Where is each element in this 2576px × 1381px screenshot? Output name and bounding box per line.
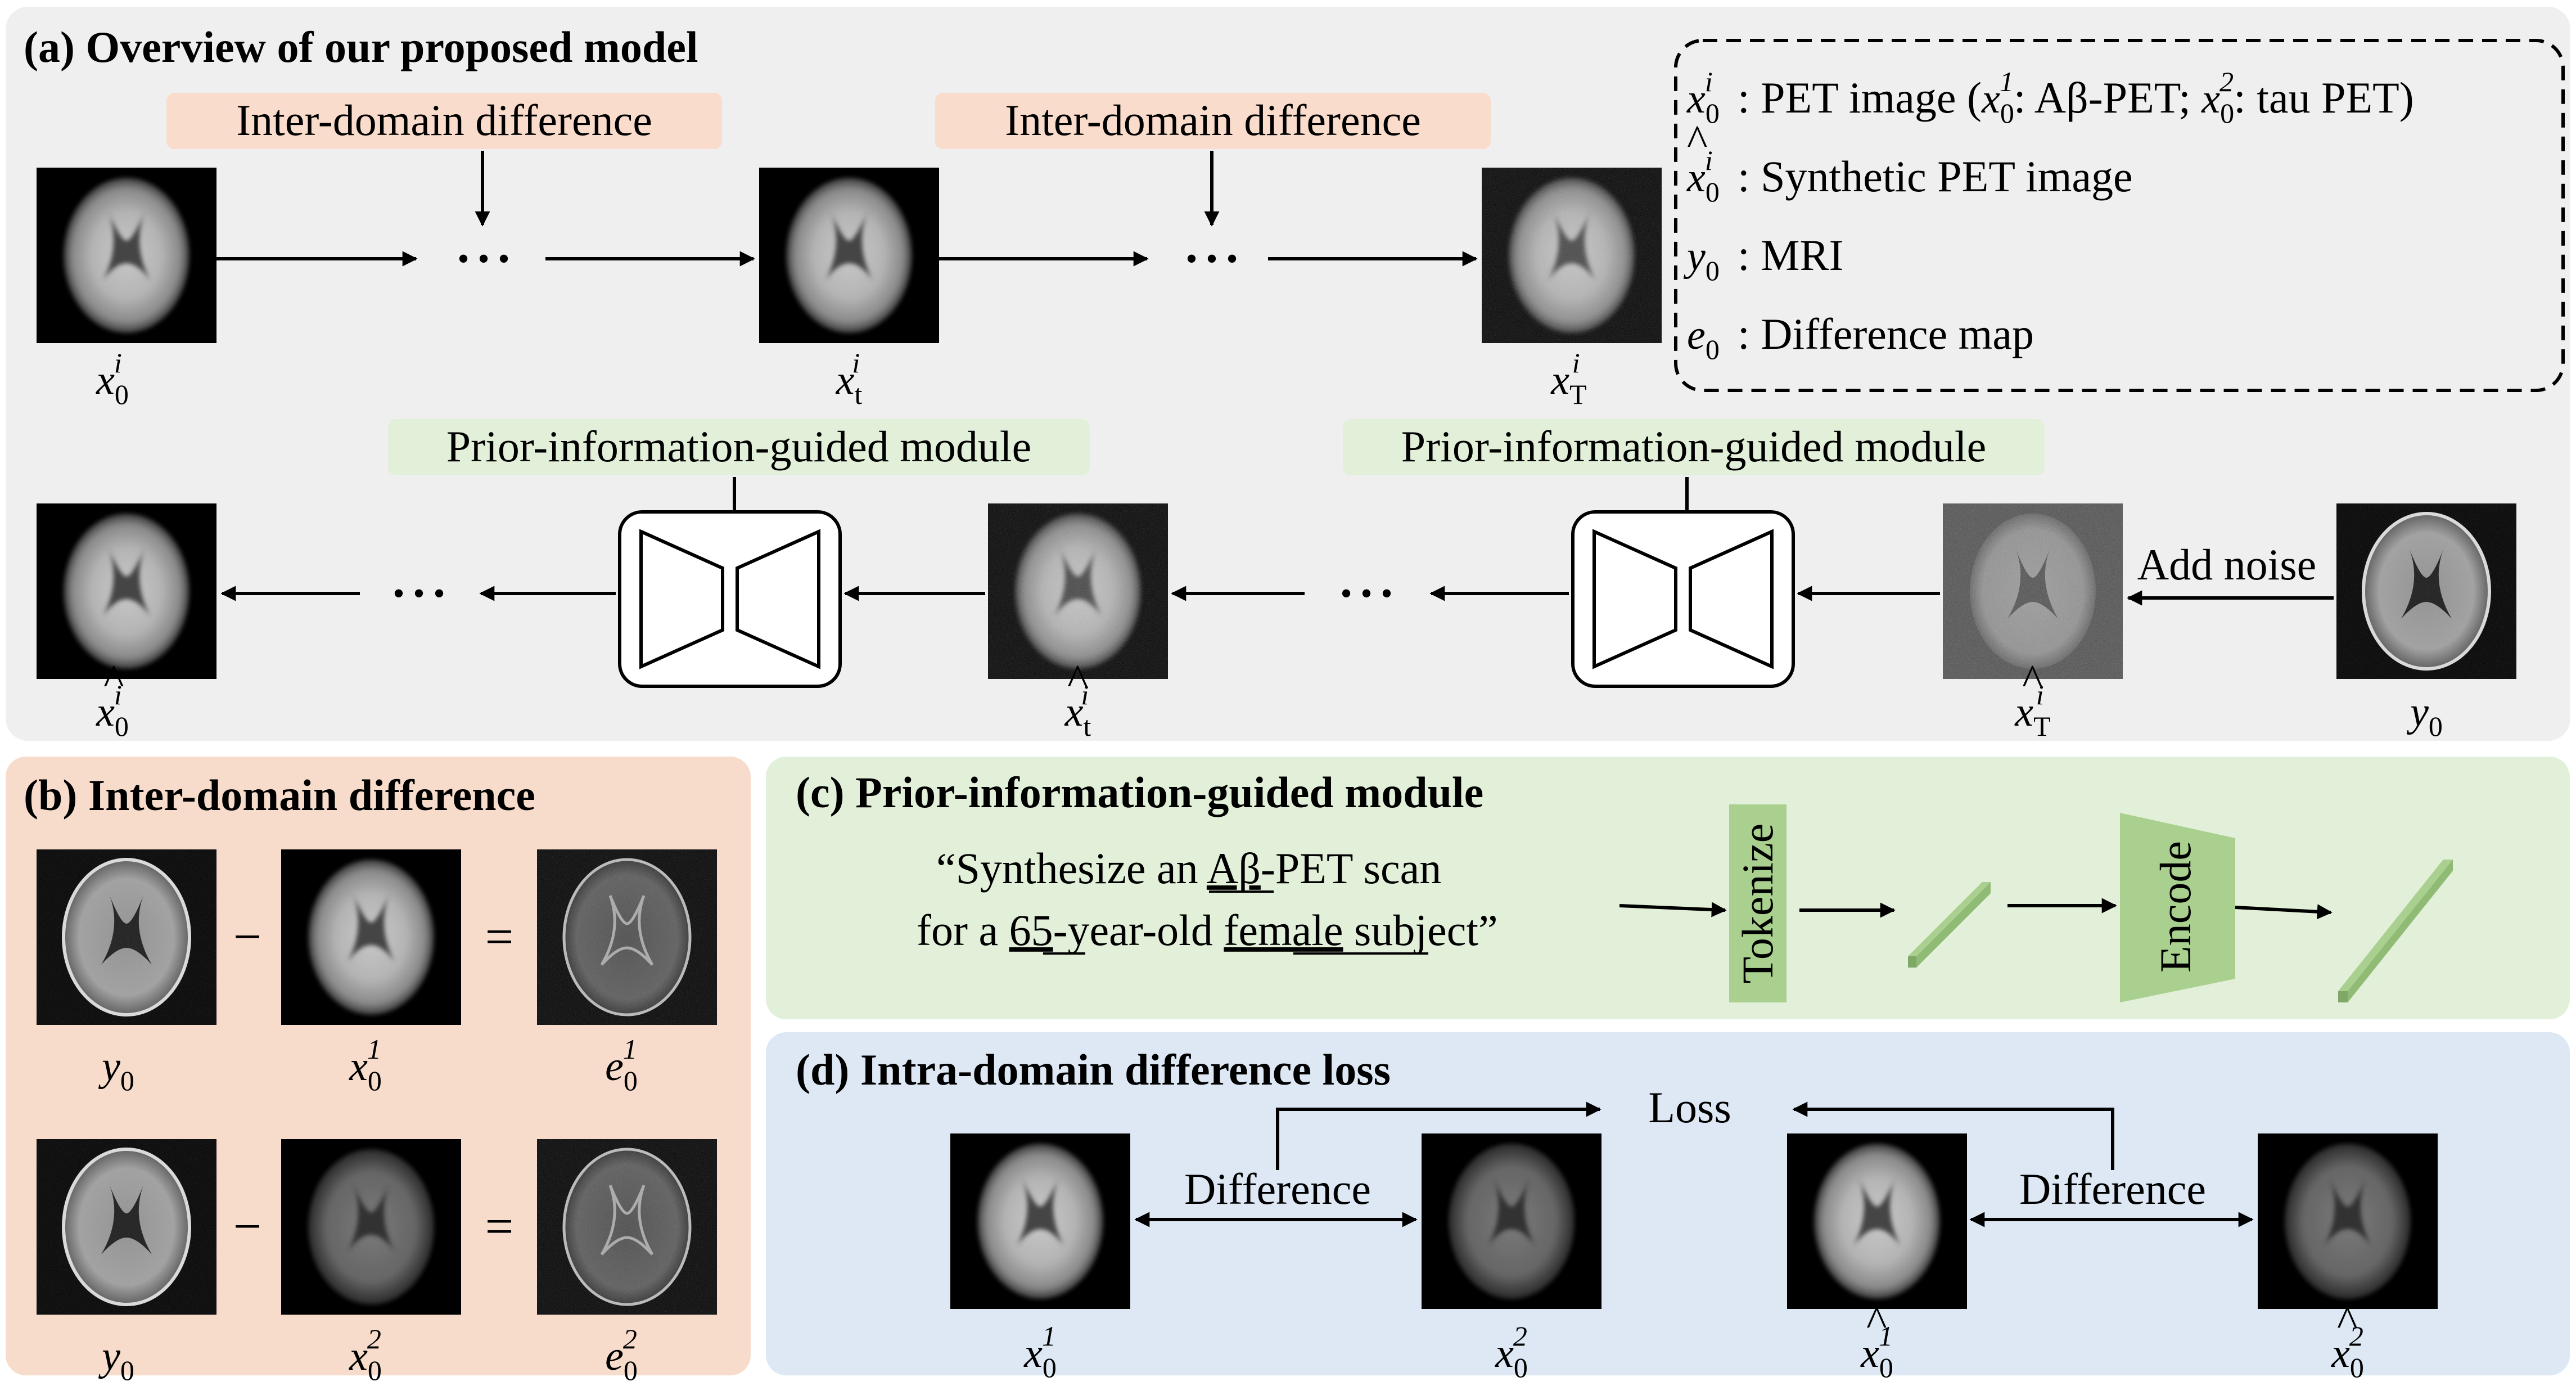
image-b-e02 xyxy=(537,1139,717,1315)
label-b-x02: x02 xyxy=(349,1323,382,1381)
label-b-e02: e02 xyxy=(605,1323,638,1381)
image-d-xhat02 xyxy=(2258,1133,2438,1309)
denoiser-network-1 xyxy=(618,510,842,688)
label-d-xhat02: ^ x02 xyxy=(2331,1297,2364,1381)
svg-text:^: ^ xyxy=(2022,655,2043,704)
arrow-to-loss-2 xyxy=(1792,1101,2114,1170)
legend-text-pet: : PET image (x01: Aβ-PET; x02: tau PET) xyxy=(1738,66,2414,129)
legend-entry-synthetic: x0i ^ : Synthetic PET image xyxy=(1686,116,2133,208)
panel-d-title: (d) Intra-domain difference loss xyxy=(796,1045,1391,1094)
label-xhatTi: ^ xTi xyxy=(2014,655,2050,742)
op-minus-1: − xyxy=(233,909,262,965)
label-b-y0-2: y0 xyxy=(98,1333,134,1381)
legend-sym-xhat0i: x0i xyxy=(1686,145,1720,208)
dots-rev-2: • • • xyxy=(393,575,445,612)
tokenize-block xyxy=(1729,804,1786,1002)
label-xTi: xTi xyxy=(1550,347,1586,410)
tag-inter-domain-1 xyxy=(166,93,722,149)
svg-text:x01: x01 xyxy=(1860,1320,1893,1381)
label-xhat0i: ^ x0i xyxy=(96,655,129,742)
denoiser-network-2 xyxy=(1571,510,1795,688)
legend-text-mri: : MRI xyxy=(1738,231,1844,280)
op-minus-2: − xyxy=(233,1199,262,1254)
svg-text:xti: xti xyxy=(1064,679,1091,742)
dots-fwd-2: • • • xyxy=(1185,240,1238,277)
image-b-x01 xyxy=(281,849,461,1025)
op-equals-2: = xyxy=(485,1199,514,1254)
legend-hat-1: ^ xyxy=(1687,116,1708,165)
arrow-to-loss-1 xyxy=(1276,1101,1601,1170)
encode-block xyxy=(2120,813,2235,1002)
image-d-xhat01 xyxy=(1787,1133,1967,1309)
label-xhatti: ^ xti xyxy=(1064,655,1091,742)
svg-text:^: ^ xyxy=(103,655,124,704)
svg-text:^: ^ xyxy=(1866,1297,1887,1346)
image-b-e01 xyxy=(537,849,717,1025)
image-b-y0-2 xyxy=(37,1139,216,1315)
svg-text:^: ^ xyxy=(2337,1297,2358,1346)
legend-sym-e0: e0 xyxy=(1687,312,1720,365)
tag-prior-module-1-label: Prior-information-guided module xyxy=(446,422,1031,471)
tag-inter-domain-1-label: Inter-domain difference xyxy=(236,96,652,145)
legend-sym-x0i: x0i xyxy=(1686,66,1720,129)
legend-entry-mri: y0 : MRI xyxy=(1683,231,1844,286)
image-d-x02 xyxy=(1422,1133,1601,1309)
svg-text:xTi: xTi xyxy=(2014,679,2050,742)
image-y0-overview xyxy=(2336,503,2516,679)
panel-b-title: (b) Inter-domain difference xyxy=(24,771,535,820)
image-b-y0-1 xyxy=(37,849,216,1025)
difference-label-2: Difference xyxy=(2019,1164,2206,1213)
difference-label-1: Difference xyxy=(1184,1164,1371,1213)
svg-text:x0i: x0i xyxy=(96,679,129,742)
image-xTi xyxy=(1482,168,1662,343)
label-x0i: x0i xyxy=(96,347,129,410)
legend-text-diff: : Difference map xyxy=(1738,309,2034,358)
image-xhat0i xyxy=(37,503,216,679)
tag-inter-domain-2 xyxy=(935,93,1491,149)
embedding-vector xyxy=(2338,860,2453,1002)
image-xhatti xyxy=(988,503,1168,679)
legend-box xyxy=(1674,39,2565,392)
tag-prior-module-2-label: Prior-information-guided module xyxy=(1401,422,1986,471)
tag-prior-module-2 xyxy=(1343,419,2045,475)
tokenize-label: Tokenize xyxy=(1733,824,1782,984)
label-d-x02: x02 xyxy=(1495,1320,1528,1381)
legend-text-synthetic: : Synthetic PET image xyxy=(1738,152,2133,201)
panel-a-title: (a) Overview of our proposed model xyxy=(24,23,698,71)
tag-prior-module-1 xyxy=(388,419,1090,475)
image-d-x01 xyxy=(950,1133,1130,1309)
loss-label: Loss xyxy=(1648,1083,1731,1132)
token-vector-1 xyxy=(1908,882,1991,968)
image-xhatTi xyxy=(1943,503,2123,679)
arrow-prompt-tokenize xyxy=(1619,902,1727,917)
label-d-xhat01: ^ x01 xyxy=(1860,1297,1893,1381)
image-b-x02 xyxy=(281,1139,461,1315)
svg-text:x02: x02 xyxy=(2331,1320,2364,1381)
panel-d-background xyxy=(766,1032,2570,1375)
dots-rev-1: • • • xyxy=(1340,575,1392,612)
label-b-x01: x01 xyxy=(349,1033,382,1096)
tag-inter-domain-2-label: Inter-domain difference xyxy=(1005,96,1421,145)
image-x0i xyxy=(37,168,216,343)
svg-text:^: ^ xyxy=(1067,655,1088,704)
panel-c-title: (c) Prior-information-guided module xyxy=(796,768,1483,817)
panel-c-background xyxy=(766,757,2570,1019)
add-noise-label: Add noise xyxy=(2137,540,2316,589)
legend-entry-pet: x0i : PET image (x01: Aβ-PET; x02: tau P… xyxy=(1686,66,2414,129)
label-d-x01: x01 xyxy=(1023,1320,1057,1381)
prompt-line-2: for a 65-year-old female subject” xyxy=(917,906,1498,955)
legend-entry-diff: e0 : Difference map xyxy=(1687,309,2034,365)
arrow-encode-embedding xyxy=(2235,904,2333,920)
label-y0-overview: y0 xyxy=(2406,689,2443,742)
label-b-e01: e01 xyxy=(605,1033,638,1096)
label-b-y0-1: y0 xyxy=(98,1043,134,1096)
dots-fwd-1: • • • xyxy=(457,240,509,277)
image-xti xyxy=(759,168,939,343)
legend-sym-y0: y0 xyxy=(1683,233,1720,286)
op-equals-1: = xyxy=(485,909,514,965)
prompt-line-1: “Synthesize an Aβ-PET scan xyxy=(936,844,1441,893)
encode-label: Encode xyxy=(2151,841,2200,973)
label-xti: xti xyxy=(836,347,863,410)
